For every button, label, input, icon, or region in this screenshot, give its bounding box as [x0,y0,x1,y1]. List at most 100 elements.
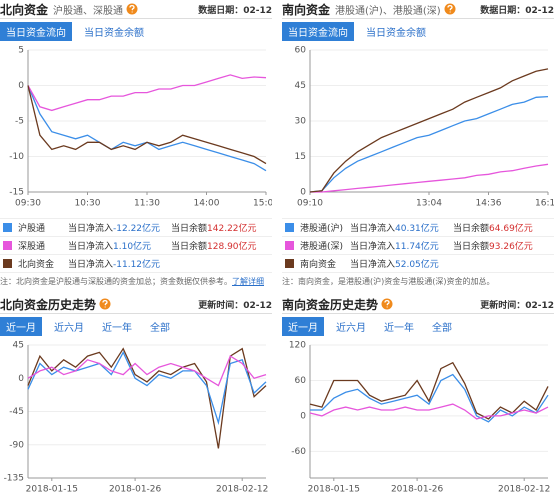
legend-row: 沪股通 当日净流入 -12.22亿元 当日余额 142.22亿元 [0,219,272,237]
chart: 120 60 0 -60 2018-01-15 2018-01-26 2018-02-12 [289,341,551,495]
help-glyph [384,299,390,308]
series-line [309,403,549,420]
panel-title: 北向资金历史走势 [0,297,97,312]
series-line [310,163,549,193]
x-tick-label: 2018-01-15 [308,485,360,495]
help-icon [99,298,111,310]
series-line [27,355,267,387]
series-line [27,74,267,112]
balance-label: 当日余额 [453,224,490,234]
panel-header: 南向资金历史走势 更新时间：02-12 [282,295,554,314]
series-line [27,347,267,449]
legend-name: 深股通 [18,242,46,252]
net-value: 40.31亿元 [395,224,439,234]
legend-row: 深股通 当日净流入 1.10亿元 当日余额 128.90亿元 [0,237,272,255]
panel-title: 北向资金 [0,2,49,17]
x-tick-label: 14:00 [194,199,220,209]
net-label: 当日净流入 [68,224,114,234]
panel: 南向资金历史走势 更新时间：02-12 近一月 近六月 近一年 全部 120 60 0 -60 20… [282,295,554,500]
legend-swatch [285,223,294,232]
net-label: 当日净流入 [350,242,396,252]
balance-value: 142.22亿元 [207,224,257,234]
series-line [27,85,267,172]
tab[interactable]: 当日资金流向 [0,21,72,41]
balance-value: 93.26亿元 [489,242,533,252]
x-tick-label: 2018-02-12 [498,485,550,495]
y-tick-label: -60 [291,447,306,457]
y-tick-label: 0 [18,374,24,384]
y-tick-label: -5 [15,117,24,127]
y-tick-label: 15 [295,152,306,162]
legend-name: 港股通(深) [300,242,344,252]
data-date: 更新时间：02-12 [480,300,554,311]
series-line [309,95,549,193]
legend-name: 南向资金 [300,260,337,270]
y-tick-label: 60 [295,376,307,386]
x-tick-label: 14:36 [476,199,502,209]
note-link[interactable]: 了解详细 [232,277,264,286]
panel-header: 南向资金 港股通(沪)、港股通(深) 数据日期：02-12 [282,0,554,19]
x-tick-label: 2018-02-12 [216,485,268,495]
balance-label: 当日余额 [453,242,490,252]
tab[interactable]: 当日资金流向 [282,21,354,41]
x-tick-label: 2018-01-15 [26,485,78,495]
tab[interactable]: 近一月 [282,316,324,336]
panel-title: 南向资金 [282,2,331,17]
legend-row: 港股通(沪) 当日净流入 40.31亿元 当日余额 64.69亿元 [282,219,554,237]
y-tick-label: -135 [4,474,24,484]
panel: 南向资金 港股通(沪)、港股通(深) 数据日期：02-12 当日资金流向 当日资金余额 6… [282,0,554,287]
y-tick-label: 120 [289,341,306,351]
panel-header: 北向资金历史走势 更新时间：02-12 [0,295,272,314]
tab-bar: 当日资金流向 当日资金余额 [282,21,554,41]
net-value: -11.12亿元 [113,260,161,270]
panel-subtitle: 港股通(沪)、港股通(深) [335,5,441,17]
legend-swatch [285,241,294,250]
tab-bar: 当日资金流向 当日资金余额 [0,21,272,41]
balance-value: 64.69亿元 [489,224,533,234]
legend-swatch [3,223,12,232]
legend: 沪股通 当日净流入 -12.22亿元 当日余额 142.22亿元深股通 当日净流入 1.10… [0,218,272,273]
x-tick-label: 11:30 [134,199,160,209]
y-tick-label: 45 [13,341,24,351]
tab[interactable]: 全部 [150,322,170,334]
x-tick-label: 16:10 [535,199,554,209]
tab[interactable]: 近一年 [384,322,414,334]
help-icon [444,3,456,15]
tab[interactable]: 近一年 [102,322,132,334]
balance-value: 128.90亿元 [207,242,257,252]
panel-title: 南向资金历史走势 [282,297,379,312]
y-tick-label: 30 [295,117,307,127]
y-tick-label: 5 [18,46,24,56]
tab[interactable]: 全部 [432,322,452,334]
tab[interactable]: 近六月 [336,322,366,334]
panel: 北向资金历史走势 更新时间：02-12 近一月 近六月 近一年 全部 45 0 -45 -90 -1… [0,295,272,500]
tab-bar: 近一月 近六月 近一年 全部 [282,316,554,336]
tab[interactable]: 近六月 [54,322,84,334]
x-tick-label: 09:30 [15,199,41,209]
note: 注：南向资金，是港股通(沪)资金与港股通(深)资金的加总。 [282,276,554,287]
note-text: 注：南向资金，是港股通(沪)资金与港股通(深)资金的加总。 [282,277,495,286]
y-tick-label: 0 [300,411,306,421]
tab[interactable]: 当日资金余额 [84,27,144,39]
legend-name: 港股通(沪) [300,224,344,234]
y-tick-label: 60 [295,46,307,56]
net-value: 11.74亿元 [395,242,439,252]
x-tick-label: 15:00 [253,199,272,209]
tab-bar: 近一月 近六月 近一年 全部 [0,316,272,336]
tab[interactable]: 近一月 [0,316,42,336]
help-icon [126,3,138,15]
net-value: 52.05亿元 [395,260,439,270]
legend-name: 沪股通 [18,224,46,234]
tab[interactable]: 当日资金余额 [366,27,426,39]
legend-swatch [3,241,12,250]
note-text: 注：北向资金是沪股通与深股通的资金加总；资金数据仅供参考。 [0,277,232,286]
x-tick-label: 13:04 [416,199,442,209]
chart: 60 45 30 15 009:10 13:04 14:36 16:10 [295,46,554,209]
net-value: -12.22亿元 [113,224,161,234]
net-label: 当日净流入 [350,224,396,234]
help-icon [381,298,393,310]
legend-swatch [285,259,294,268]
balance-label: 当日余额 [171,224,208,234]
